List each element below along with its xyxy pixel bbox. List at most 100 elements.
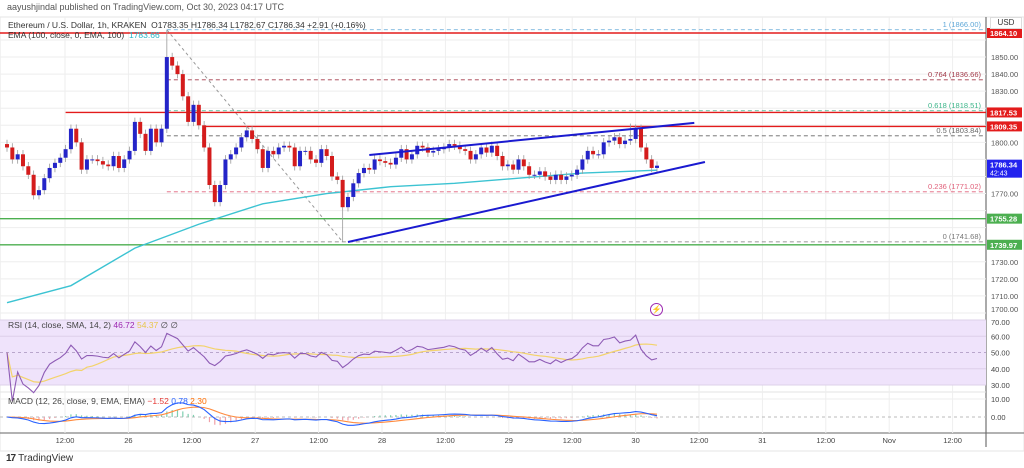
price-axis-label: 1770.00 [991, 190, 1018, 199]
candle [377, 159, 382, 162]
candle [468, 150, 473, 160]
time-axis-label: Nov [883, 436, 897, 445]
candle [250, 130, 255, 139]
candle [585, 150, 590, 160]
candle [276, 147, 281, 155]
candle [639, 128, 644, 148]
fib-level-label: 0 (1741.68) [943, 232, 982, 241]
candle [282, 145, 287, 148]
time-axis-label: 12:00 [816, 436, 835, 445]
symbol-name[interactable]: Ethereum / U.S. Dollar, 1h, KRAKEN [8, 20, 147, 30]
trendline-channel-upper[interactable] [369, 121, 695, 156]
macd-axis-label: 10.00 [991, 395, 1010, 404]
candle [447, 144, 452, 148]
candle [367, 167, 372, 170]
price-axis-label: 1710.00 [991, 292, 1018, 301]
candle [452, 144, 457, 146]
rsi-axis-label: 50.00 [991, 349, 1010, 358]
candle [132, 121, 137, 151]
price-axis-label: 1830.00 [991, 87, 1018, 96]
candle [399, 149, 404, 158]
candle [244, 130, 249, 138]
rsi-value: 46.72 [113, 320, 135, 330]
fib-level-label: 0.236 (1771.02) [928, 182, 981, 191]
candle [559, 174, 564, 180]
candle [345, 196, 350, 208]
candle [431, 150, 436, 153]
candle [228, 154, 233, 160]
rsi-sma-line [6, 343, 658, 383]
time-axis-label: 12:00 [943, 436, 962, 445]
candle [212, 185, 217, 203]
last-price-label: 1786.34 [990, 161, 1018, 170]
time-axis-label: 27 [251, 436, 259, 445]
candle [116, 156, 121, 168]
candle [314, 159, 319, 163]
last-price-tag [987, 159, 1022, 178]
candle [644, 147, 649, 160]
candle [543, 171, 548, 177]
candle [111, 156, 116, 167]
resistance-price-label: 1809.35 [990, 122, 1017, 131]
candle [20, 154, 25, 167]
macd-legend[interactable]: MACD (12, 26, close, 9, EMA, EMA) −1.52 … [8, 396, 207, 406]
candle [175, 65, 180, 75]
candle [74, 128, 79, 143]
support-price-label: 1739.97 [990, 241, 1017, 250]
currency-button[interactable]: USD [990, 17, 1022, 29]
candle [127, 150, 132, 160]
candle [31, 174, 36, 196]
candle [335, 176, 340, 180]
candle [207, 147, 212, 186]
candle [90, 159, 95, 161]
candle [532, 174, 537, 176]
candle [159, 128, 164, 143]
macd-value: 0.78 [171, 396, 188, 406]
candle [564, 176, 569, 180]
time-axis-label: 12:00 [182, 436, 201, 445]
time-axis-label: 12:00 [690, 436, 709, 445]
support-price-label: 1755.28 [990, 215, 1017, 224]
candle [79, 142, 84, 170]
candle [319, 149, 324, 163]
price-axis-label: 1800.00 [991, 138, 1018, 147]
lightning-icon[interactable]: ⚡ [650, 303, 663, 316]
candle [489, 145, 494, 153]
candle [196, 104, 201, 126]
fib-level-label: 0.764 (1836.66) [928, 70, 981, 79]
trendline-channel-lower[interactable] [347, 161, 706, 243]
candle [372, 159, 377, 170]
candle [404, 149, 409, 160]
candle [548, 176, 553, 180]
tradingview-footer[interactable]: 17 TradingView [6, 453, 73, 464]
time-axis-label: 26 [124, 436, 132, 445]
publisher-caption: aayushjindal published on TradingView.co… [7, 2, 285, 12]
candle [180, 74, 185, 97]
ema-value: 1783.66 [128, 30, 160, 40]
rsi-label: RSI (14, close, SMA, 14, 2) [8, 320, 111, 330]
candle [239, 137, 244, 148]
fib-level-label: 0.5 (1803.84) [936, 126, 981, 135]
candle [388, 162, 393, 165]
candle [223, 159, 228, 186]
candle [15, 154, 20, 160]
time-axis-label: 12:00 [436, 436, 455, 445]
candle [479, 147, 484, 155]
resistance-price-tag [987, 28, 1022, 39]
candle [607, 140, 612, 143]
candle [484, 147, 489, 153]
candle [340, 179, 345, 208]
candle [308, 150, 313, 160]
rsi-axis-label: 70.00 [991, 318, 1010, 327]
macd-label: MACD (12, 26, close, 9, EMA, EMA) [8, 396, 145, 406]
time-axis-label: 29 [505, 436, 513, 445]
ema-legend[interactable]: EMA (100, close, 0, EMA, 100) 1783.66 [8, 30, 160, 40]
candle [303, 150, 308, 152]
candle [10, 147, 15, 160]
chart-frame [0, 16, 1024, 452]
rsi-legend[interactable]: RSI (14, close, SMA, 14, 2) 46.72 54.37 … [8, 320, 178, 331]
bar-countdown: 42:43 [990, 171, 1008, 178]
candle [457, 145, 462, 150]
time-axis-label: 28 [378, 436, 386, 445]
